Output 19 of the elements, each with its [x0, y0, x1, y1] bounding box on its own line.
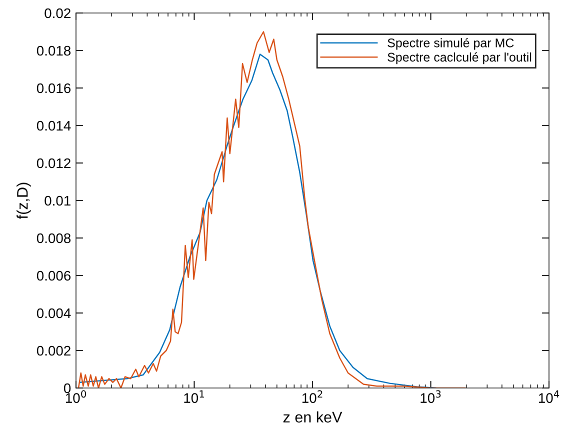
x-tick-label: 10$^{4}$ — [538, 390, 560, 403]
y-tick-label: 0.004 — [36, 308, 71, 318]
y-tick-label: 0.018 — [36, 46, 71, 56]
y-tick-label: 0.006 — [36, 270, 71, 281]
x-tick-label: 10$^{2}$ — [302, 390, 322, 403]
y-tick-label: 0.014 — [36, 120, 71, 131]
y-tick-label: 0.01 — [44, 196, 70, 206]
legend-label: Spectre caclculé par l'outil — [388, 52, 532, 64]
y-tick-label: 0.008 — [36, 233, 71, 244]
x-tick-label: 10$^{1}$ — [184, 390, 204, 403]
y-tick-label: 0.002 — [36, 346, 70, 356]
x-axis-title: z en keV — [283, 411, 342, 423]
y-tick-label: 0 — [64, 383, 71, 394]
y-tick-label: 0.012 — [36, 158, 70, 168]
x-tick-label: 10$^{3}$ — [420, 390, 441, 403]
y-tick-label: 0.016 — [36, 83, 71, 94]
y-axis-title: f(z,D) — [16, 182, 31, 219]
legend-label: Spectre simulé par MC — [388, 38, 514, 50]
y-tick-label: 0.02 — [44, 8, 70, 18]
